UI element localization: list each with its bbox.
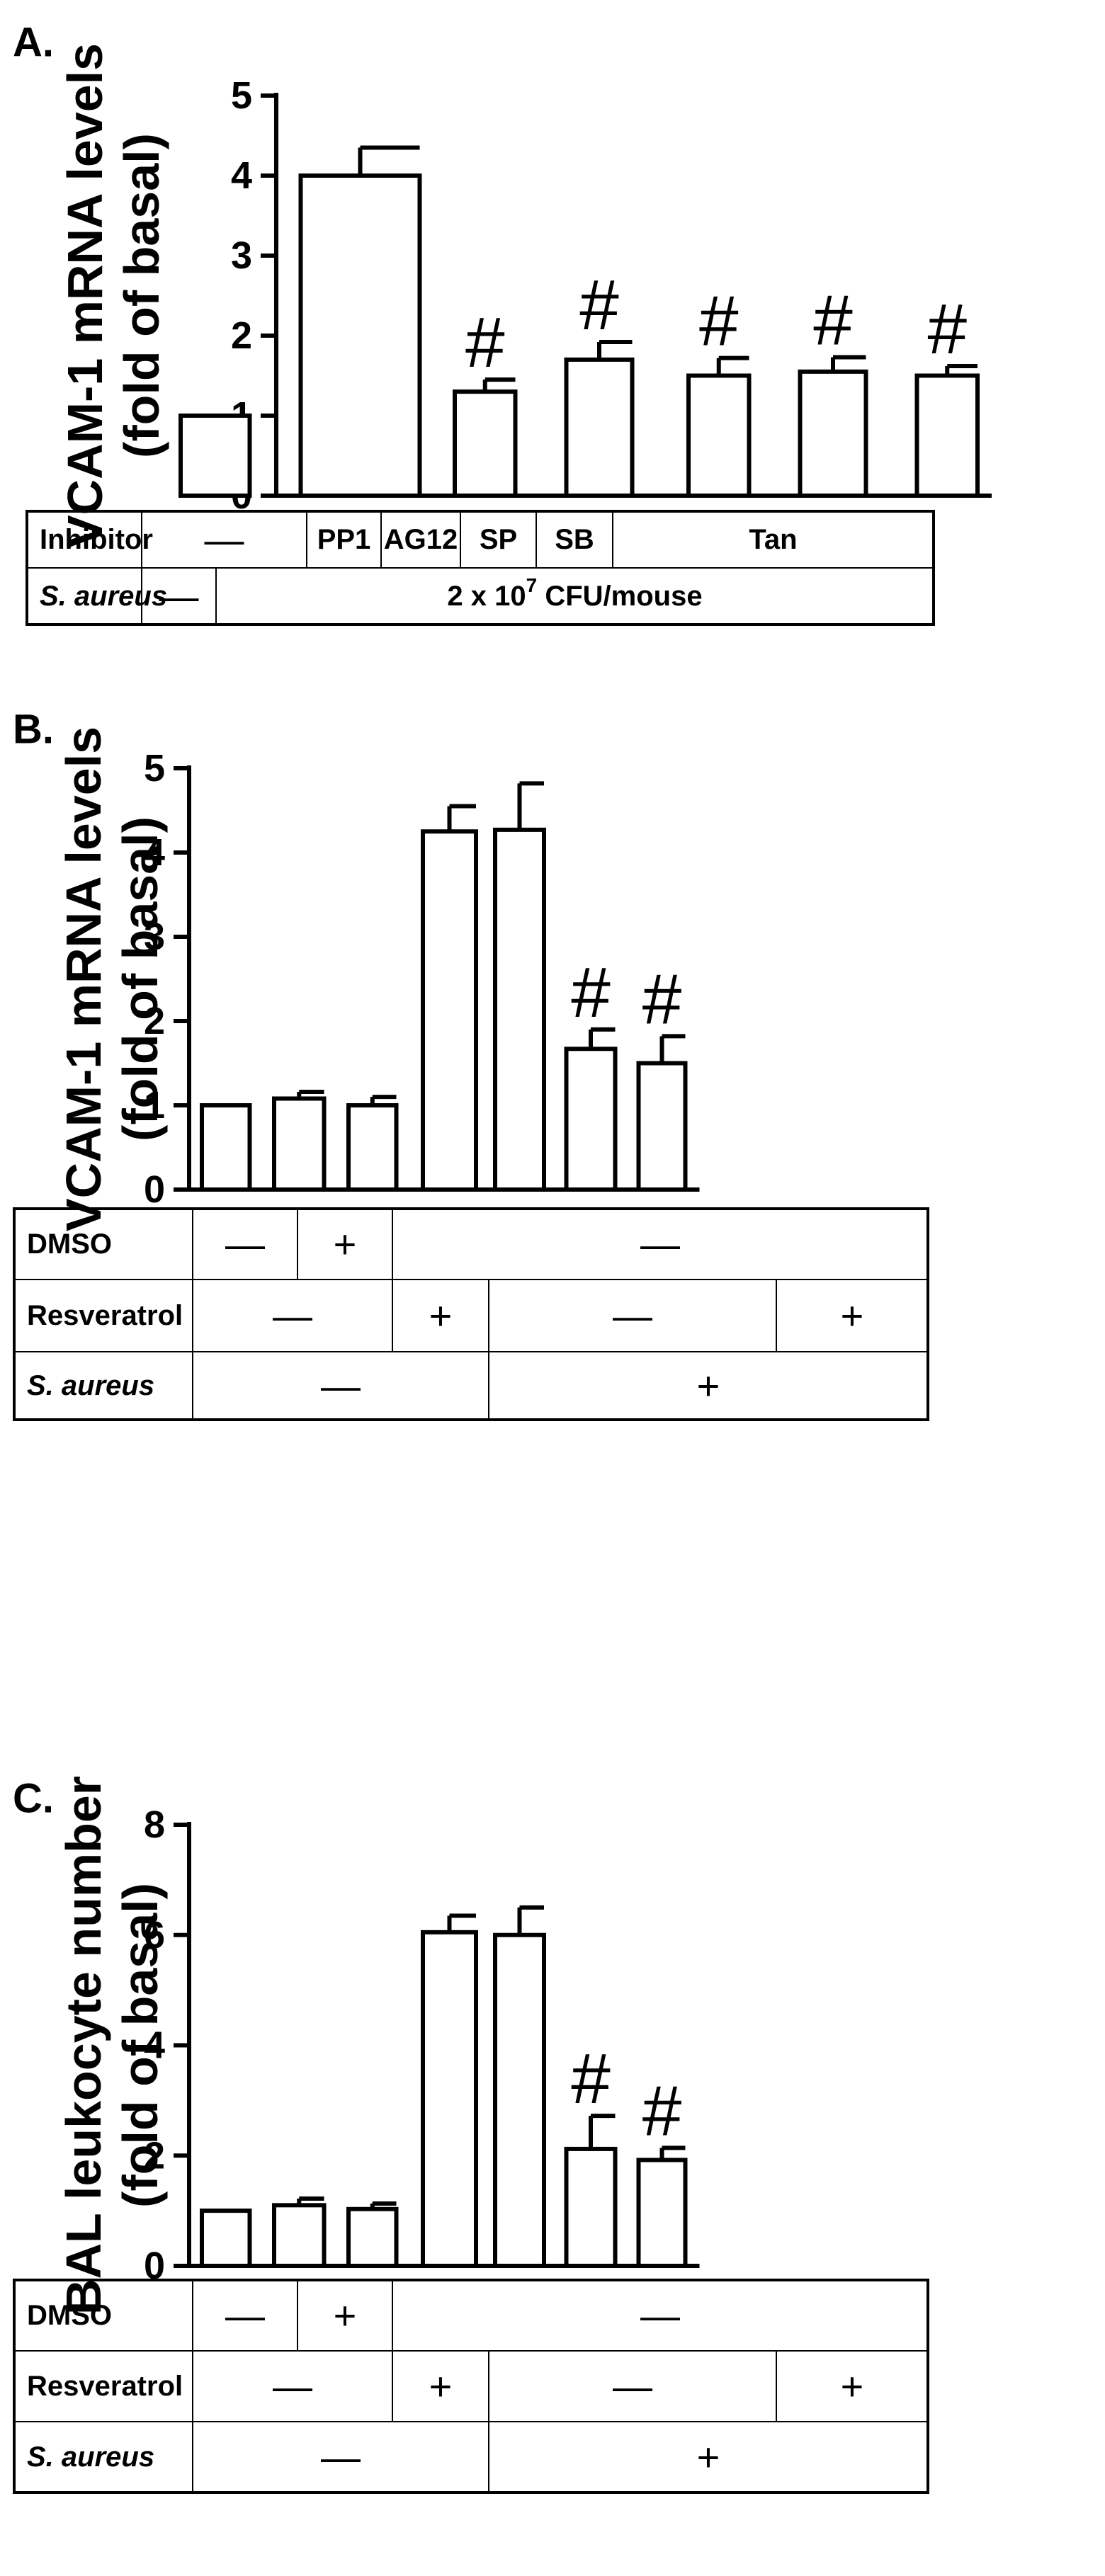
bar [493, 827, 546, 1192]
y-tick-label: 0 [144, 1168, 165, 1211]
panel-label: B. [13, 707, 54, 753]
table-cell: + [841, 2364, 864, 2409]
bar [636, 1061, 688, 1192]
y-axis-title-line2: (fold of basal) [113, 816, 168, 1141]
panel-c: C. BAL leukocyte number (fold of basal)024… [13, 1776, 929, 2494]
significance-marker: # [571, 953, 611, 1032]
y-tick-label: 5 [144, 747, 165, 790]
y-tick-label: 2 [144, 1000, 165, 1042]
condition-table: DMSO — + — Resveratrol — + — + S. aureus — + [13, 1207, 929, 1421]
table-cell: + [334, 1222, 357, 1267]
bar [298, 173, 422, 498]
y-axis-title-line2: (fold of basal) [114, 133, 169, 458]
y-tick-label: 1 [144, 1084, 165, 1127]
table-row-label: Inhibitor [40, 524, 153, 555]
y-tick-label: 3 [231, 234, 252, 277]
table-cell: SB [555, 524, 594, 555]
y-tick-label: 6 [144, 1914, 165, 1956]
table-cell: PP1 [317, 524, 371, 555]
table-cell: — [159, 574, 199, 619]
bar [493, 1932, 546, 2268]
y-tick-label: 8 [144, 1803, 165, 1846]
significance-marker: # [579, 266, 619, 345]
table-cell-text: 2 x 10 [447, 581, 526, 612]
y-tick-label: 4 [231, 154, 252, 197]
y-axis-title-line1: BAL leukocyte number [56, 1776, 111, 2315]
significance-marker: # [927, 290, 967, 369]
y-tick-label: 2 [231, 314, 252, 357]
table-cell: — [205, 518, 244, 562]
table-cell: — [640, 2293, 680, 2338]
significance-marker: # [465, 303, 505, 382]
bar [453, 389, 518, 498]
table-cell: — [225, 1222, 265, 1267]
panel-label: C. [13, 1776, 54, 1822]
panel-a: A.VCAM-1 mRNA levels(fold of basal)01234… [13, 20, 992, 626]
bar [421, 1930, 478, 2268]
bar [178, 414, 252, 498]
y-tick-label: 2 [144, 2134, 165, 2177]
table-border [13, 1207, 929, 1421]
table-border [13, 2279, 929, 2494]
table-cell: 2 x 107 CFU/mouse [447, 574, 702, 612]
bar [200, 2209, 252, 2268]
table-cell: + [429, 1294, 453, 1338]
bar [914, 373, 980, 498]
condition-table: DMSO — + — Resveratrol — + — + S. aureus — + [13, 2279, 929, 2494]
table-cell: SP [480, 524, 517, 555]
table-row-label: Resveratrol [27, 2371, 183, 2402]
table-row-label: Resveratrol [27, 1300, 183, 1331]
bar [421, 829, 478, 1192]
table-cell: + [429, 2364, 453, 2409]
y-tick-label: 3 [144, 916, 165, 958]
table-cell: — [613, 2364, 652, 2409]
table-cell: — [321, 1364, 361, 1408]
table-row-label: S. aureus [40, 581, 167, 612]
bar [686, 373, 752, 498]
table-row-label: S. aureus [27, 2441, 154, 2473]
significance-marker: # [642, 2071, 682, 2150]
table-cell-text-after: CFU/mouse [537, 581, 702, 612]
bar [798, 369, 868, 498]
y-axis-title-line1: VCAM-1 mRNA levels [57, 43, 113, 548]
table-cell: + [841, 1294, 864, 1338]
bar [636, 2158, 688, 2268]
bar [564, 2146, 618, 2269]
bar [564, 1047, 618, 1192]
significance-marker: # [571, 2039, 611, 2119]
table-row-label: S. aureus [27, 1370, 154, 1401]
bar [346, 2206, 399, 2269]
table-cell: — [225, 2293, 265, 2338]
table-cell: — [640, 1222, 680, 1267]
significance-marker: # [813, 281, 853, 360]
bar [564, 357, 635, 498]
table-row-label: DMSO [27, 2300, 112, 2331]
panel-b: B. VCAM-1 mRNA levels (fold of basal) 0 1 2 3 4… [13, 707, 929, 1421]
table-cell: — [273, 1294, 312, 1338]
table-cell: — [321, 2435, 361, 2480]
y-tick-label: 4 [144, 2024, 165, 2067]
y-axis-title-line1: VCAM-1 mRNA levels [56, 726, 111, 1231]
bar [272, 2203, 327, 2268]
bar [200, 1103, 252, 1192]
table-cell: + [697, 1364, 720, 1408]
panel-label: A. [13, 20, 54, 66]
y-tick-label: 5 [231, 74, 252, 117]
bar [272, 1096, 327, 1192]
y-tick-label: 4 [144, 831, 165, 874]
y-axis-title-line2: (fold of basal) [113, 1883, 168, 2208]
table-cell: — [273, 2364, 312, 2409]
table-cell-sup: 7 [526, 574, 538, 596]
table-cell: + [334, 2293, 357, 2338]
significance-marker: # [642, 959, 682, 1039]
bar [346, 1103, 399, 1192]
significance-marker: # [699, 282, 739, 361]
table-cell: AG12 [384, 524, 458, 555]
table-cell: — [613, 1294, 652, 1338]
table-cell: + [697, 2435, 720, 2480]
table-cell: Tan [749, 524, 797, 555]
table-row-label: DMSO [27, 1229, 112, 1260]
